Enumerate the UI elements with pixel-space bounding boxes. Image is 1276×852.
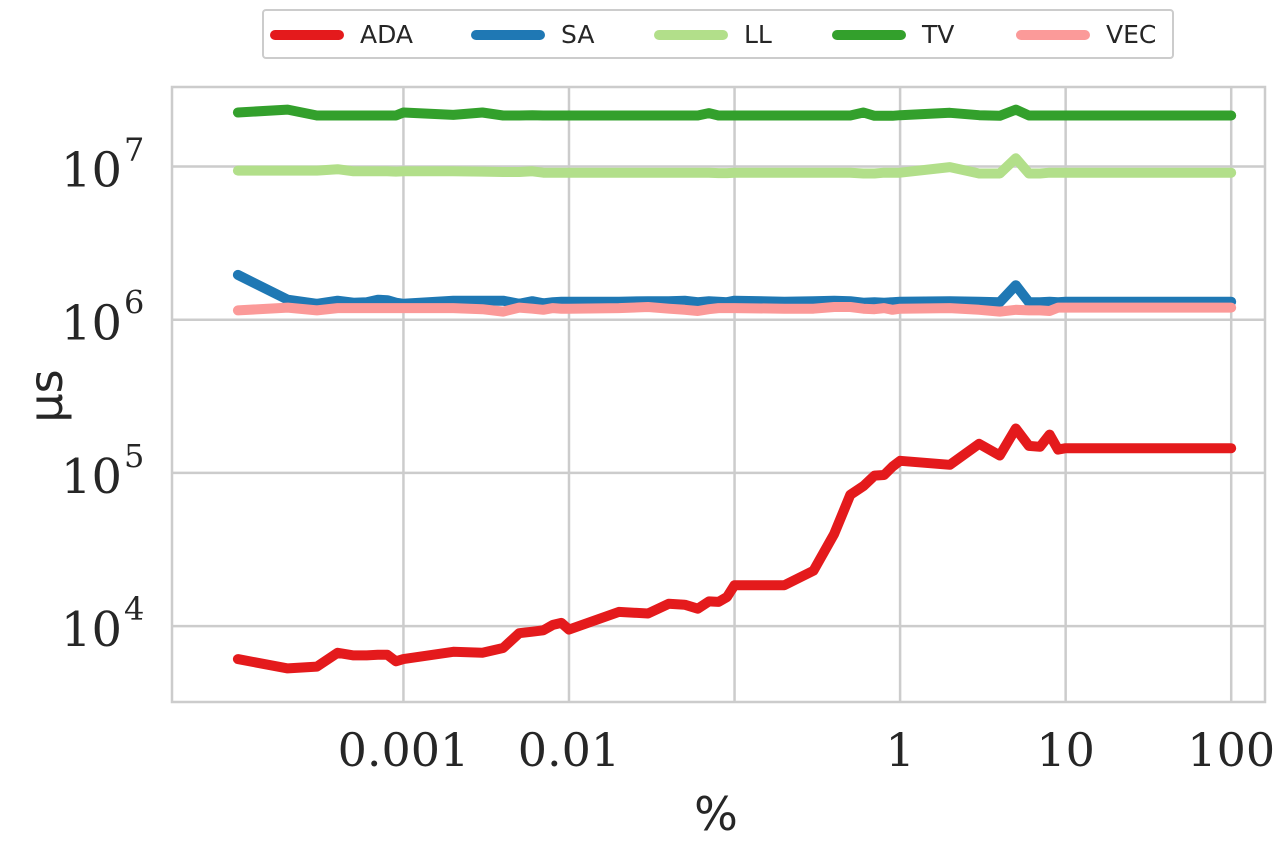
x-tick-label: 10: [1036, 723, 1095, 777]
plot-frame: [170, 85, 1267, 704]
legend-label-tv: TV: [922, 20, 955, 49]
y-tick-exponent: 7: [124, 130, 144, 168]
legend-label-ll: LL: [744, 20, 772, 49]
series-line-vec: [232, 302, 1237, 317]
chart-legend: ADA SA LL TV VEC: [262, 9, 1174, 59]
x-axis-title: %: [694, 787, 738, 841]
x-tick-label: 0.01: [518, 723, 620, 777]
legend-label-ada: ADA: [360, 20, 414, 49]
y-tick-label: 10: [61, 602, 122, 658]
legend-swatch-sa: [471, 30, 545, 40]
legend-swatch-ll: [654, 30, 728, 40]
x-tick-label: 100: [1187, 723, 1275, 777]
y-tick-label: 10: [61, 142, 122, 198]
series-line-ll: [232, 153, 1237, 179]
legend-label-vec: VEC: [1106, 20, 1157, 49]
y-axis-title: μs: [19, 369, 73, 422]
legend-swatch-ada: [270, 30, 344, 40]
series-line-ada: [232, 423, 1237, 674]
legend-label-sa: SA: [561, 20, 595, 49]
y-tick-label: 10: [61, 449, 122, 505]
series-line-tv: [232, 104, 1237, 121]
x-axis-ticks: 0.001 0.01 1 10 100: [338, 723, 1276, 777]
y-tick-exponent: 4: [124, 590, 144, 628]
y-tick-exponent: 6: [124, 284, 144, 322]
grid-lines: [172, 87, 1265, 702]
y-tick-exponent: 5: [124, 437, 144, 475]
legend-swatch-tv: [832, 30, 906, 40]
y-tick-label: 10: [61, 296, 122, 352]
legend-swatch-vec: [1016, 30, 1090, 40]
x-tick-label: 0.001: [338, 723, 470, 777]
x-tick-label: 1: [885, 723, 914, 777]
series-lines: [232, 104, 1237, 674]
